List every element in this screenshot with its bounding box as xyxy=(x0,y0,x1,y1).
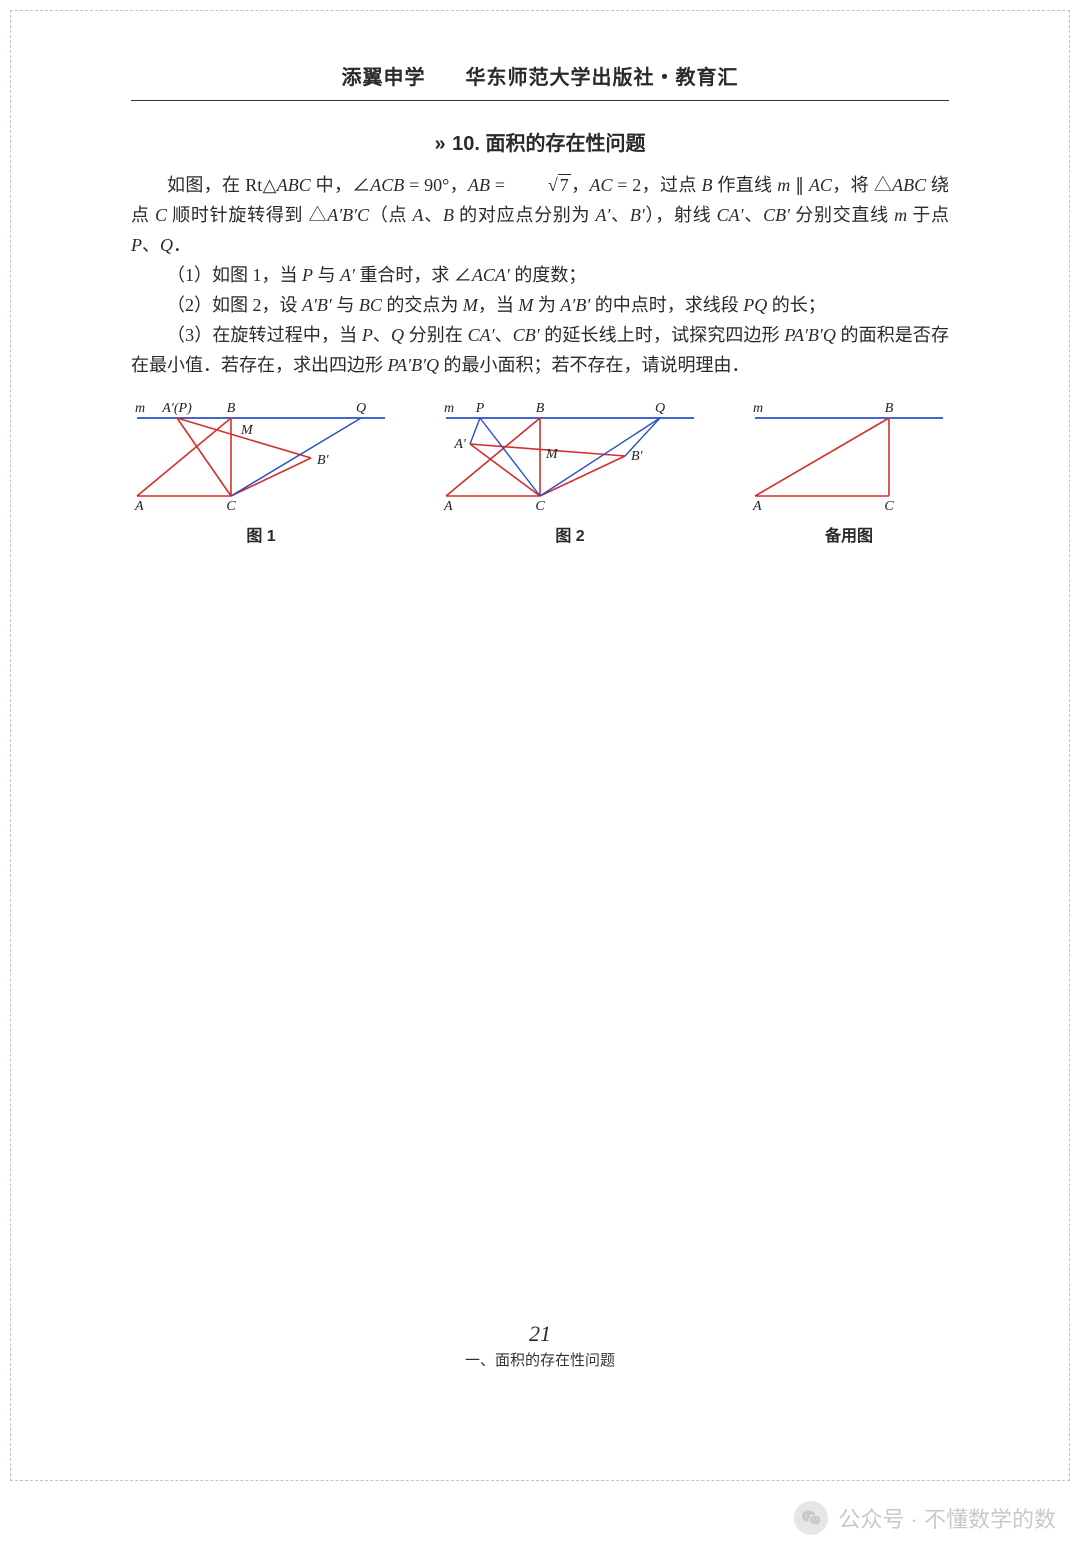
figures-row: m A′(P) B Q M B′ A C 图 1 m P B Q A′ M B′ A C 图 2 m B A C 备… xyxy=(131,396,949,546)
section-name: 面积的存在性问题 xyxy=(486,133,646,155)
book-header: 添翼申学 华东师范大学出版社・教育汇 xyxy=(131,61,949,101)
svg-text:B: B xyxy=(227,401,236,416)
figure-3-caption: 备用图 xyxy=(749,522,949,546)
figure-2-caption: 图 2 xyxy=(440,522,700,546)
watermark-text: 公众号 · 不懂数学的数 xyxy=(838,1502,1056,1534)
figure-1-caption: 图 1 xyxy=(131,522,391,546)
page-number: 21 xyxy=(11,1321,1069,1347)
wechat-icon xyxy=(794,1501,828,1535)
svg-text:A: A xyxy=(134,499,144,514)
problem-q3: （3）在旋转过程中，当 P、Q 分别在 CA′、CB′ 的延长线上时，试探究四边… xyxy=(131,320,949,380)
section-title: » 10. 面积的存在性问题 xyxy=(131,127,949,156)
svg-text:M: M xyxy=(240,423,254,438)
figure-1-svg: m A′(P) B Q M B′ A C xyxy=(131,396,391,516)
figure-2: m P B Q A′ M B′ A C 图 2 xyxy=(440,396,700,546)
svg-text:m: m xyxy=(753,401,763,416)
svg-text:B: B xyxy=(885,401,894,416)
sqrt-icon: 7 xyxy=(510,170,571,200)
svg-text:P: P xyxy=(475,401,485,416)
problem-text: 如图，在 Rt△ABC 中，∠ACB = 90°，AB = 7，AC = 2，过… xyxy=(131,170,949,380)
page-subtitle: 一、面积的存在性问题 xyxy=(11,1349,1069,1370)
svg-text:B: B xyxy=(536,401,545,416)
figure-3-svg: m B A C xyxy=(749,396,949,516)
svg-text:A′(P): A′(P) xyxy=(161,401,192,416)
section-arrows: » xyxy=(434,133,442,155)
header-right: 华东师范大学出版社・教育汇 xyxy=(466,67,739,89)
figure-1: m A′(P) B Q M B′ A C 图 1 xyxy=(131,396,391,546)
svg-text:A: A xyxy=(443,499,453,514)
svg-text:m: m xyxy=(135,401,145,416)
content: 添翼申学 华东师范大学出版社・教育汇 » 10. 面积的存在性问题 如图，在 R… xyxy=(131,61,949,546)
figure-3: m B A C 备用图 xyxy=(749,396,949,546)
page-frame: 添翼申学 华东师范大学出版社・教育汇 » 10. 面积的存在性问题 如图，在 R… xyxy=(10,10,1070,1481)
svg-text:m: m xyxy=(444,401,454,416)
svg-text:Q: Q xyxy=(655,401,665,416)
svg-text:C: C xyxy=(884,499,894,514)
svg-text:A′: A′ xyxy=(453,437,467,452)
svg-text:C: C xyxy=(226,499,236,514)
watermark: 公众号 · 不懂数学的数 xyxy=(794,1501,1056,1535)
figure-2-svg: m P B Q A′ M B′ A C xyxy=(440,396,700,516)
svg-text:C: C xyxy=(535,499,545,514)
header-left: 添翼申学 xyxy=(342,67,426,89)
svg-text:A: A xyxy=(752,499,762,514)
svg-text:B′: B′ xyxy=(317,453,330,468)
svg-text:M: M xyxy=(545,447,559,462)
svg-text:Q: Q xyxy=(356,401,366,416)
section-number: 10. xyxy=(452,133,480,155)
problem-q1: （1）如图 1，当 P 与 A′ 重合时，求 ∠ACA′ 的度数； xyxy=(131,260,949,290)
problem-stem: 如图，在 Rt△ABC 中，∠ACB = 90°，AB = 7，AC = 2，过… xyxy=(131,170,949,260)
problem-q2: （2）如图 2，设 A′B′ 与 BC 的交点为 M，当 M 为 A′B′ 的中… xyxy=(131,290,949,320)
svg-text:B′: B′ xyxy=(631,449,644,464)
page-footer: 21 一、面积的存在性问题 xyxy=(11,1321,1069,1370)
